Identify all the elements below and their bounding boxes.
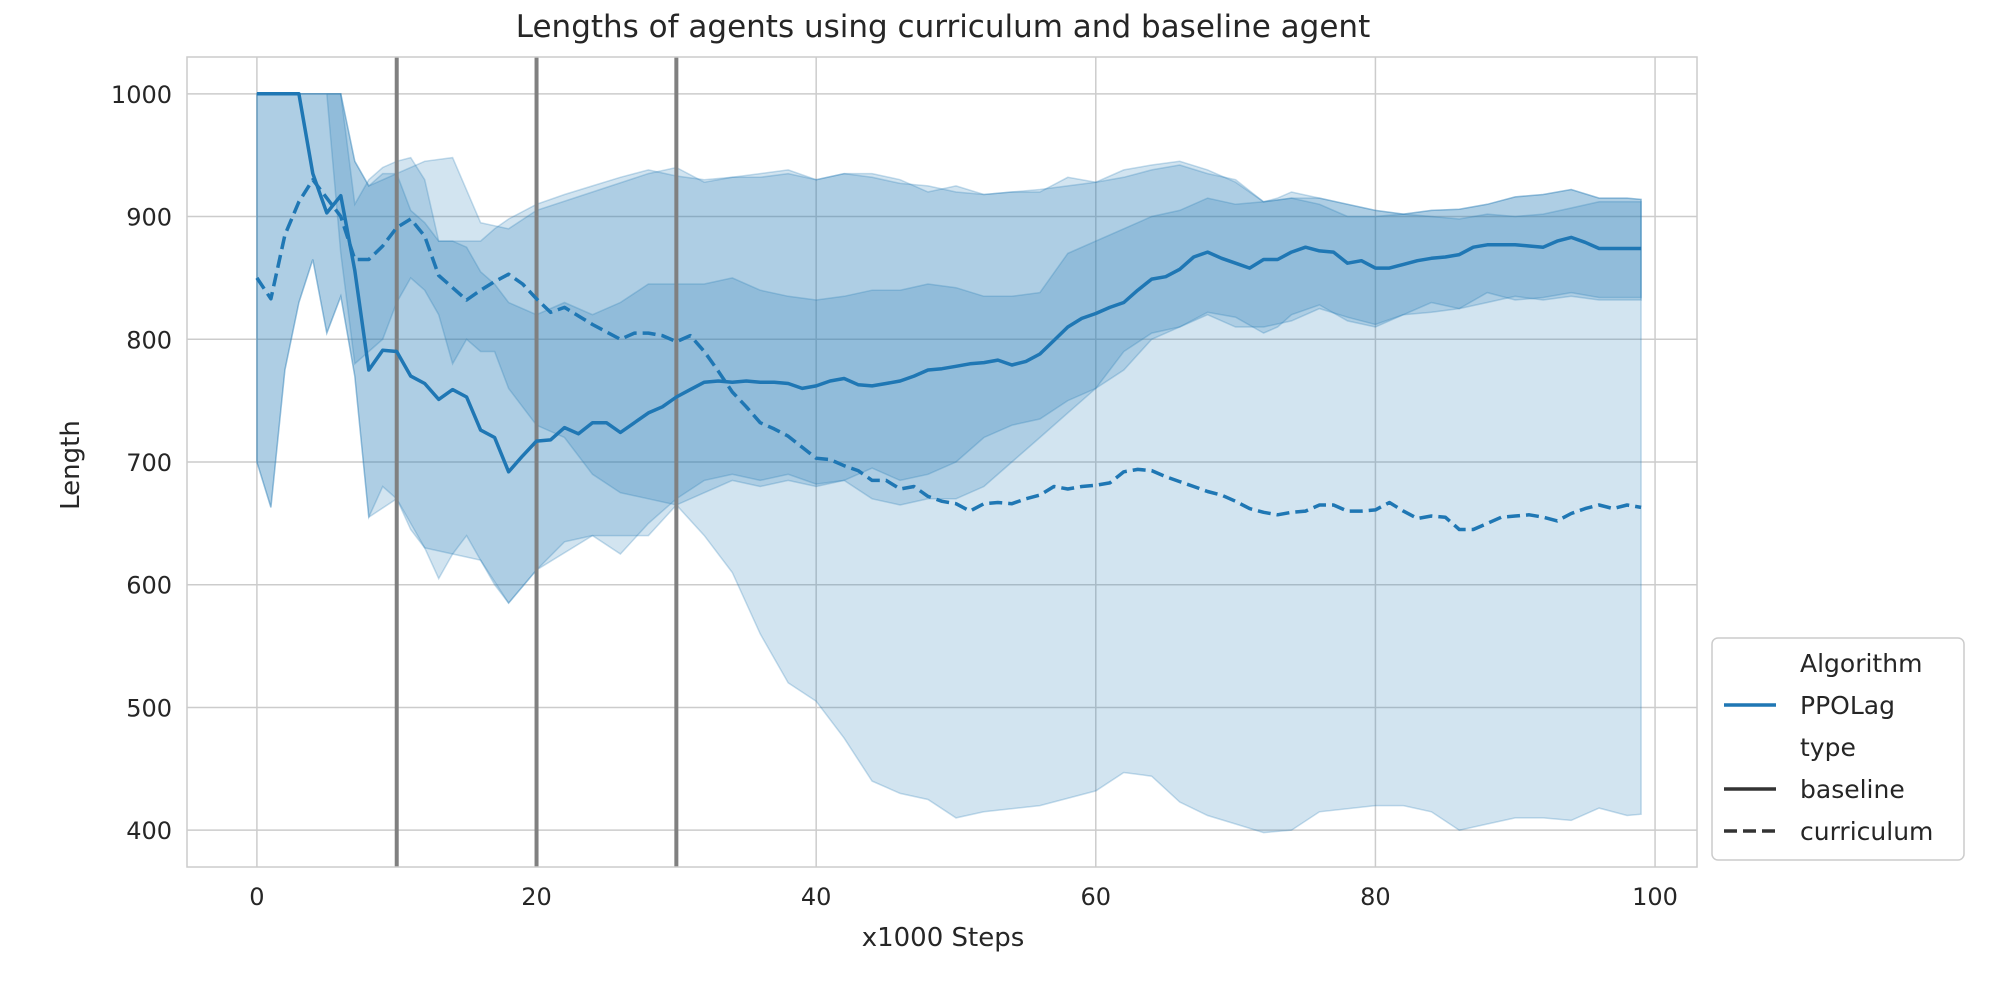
legend-entry-type: type [1800,733,1856,762]
x-tick-label: 100 [1632,883,1678,911]
legend-entry-PPOLag: PPOLag [1800,691,1895,720]
legend-entry-Algorithm: Algorithm [1800,649,1922,678]
y-tick-labels: 400 500 600 700 800 900 1000 [111,81,172,845]
x-tick-label: 60 [1081,883,1112,911]
y-tick-label: 700 [126,449,172,477]
x-axis-label: x1000 Steps [862,923,1025,953]
legend-box [1711,637,1965,861]
y-axis-label: Length [56,420,86,510]
x-tick-label: 80 [1360,883,1391,911]
confidence-band-curriculum [256,93,1642,605]
x-tick-label: 20 [521,883,552,911]
y-tick-label: 400 [126,817,172,845]
chart-title: Lengths of agents using curriculum and b… [516,9,1370,45]
y-tick-label: 900 [126,204,172,232]
series-lines [255,92,1642,532]
x-tick-label: 40 [801,883,832,911]
y-tick-label: 800 [126,326,172,354]
y-tick-label: 500 [126,694,172,722]
series-line-curriculum [255,177,1642,532]
grid [187,57,1697,867]
x-tick-label: 0 [249,883,264,911]
legend: Algorithm PPOLag type baseline curriculum [1711,637,1965,861]
legend-entry-baseline: baseline [1800,775,1905,804]
confidence-band-baseline [256,93,1642,506]
plot-frame [186,56,1698,868]
series-line-baseline [256,92,1642,474]
x-tick-labels: 0 20 40 60 80 100 [249,883,1678,911]
legend-entry-curriculum: curriculum [1800,817,1933,846]
y-tick-label: 1000 [111,81,172,109]
confidence-band-outer [256,93,1642,834]
vertical-marker-lines [394,57,679,867]
y-tick-label: 600 [126,572,172,600]
confidence-bands [256,93,1642,834]
